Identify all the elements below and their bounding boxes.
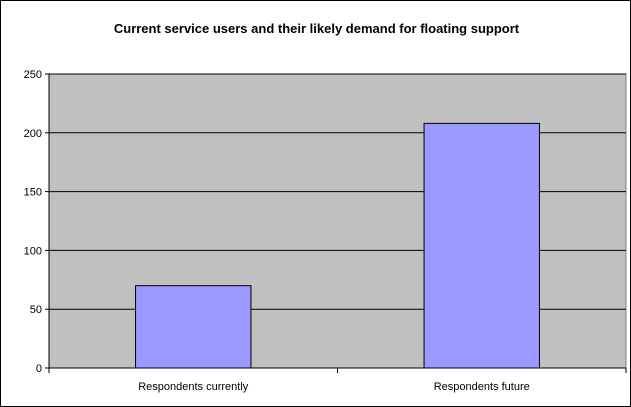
bar-1	[423, 122, 540, 369]
y-tick-label-0: 0	[36, 363, 42, 375]
y-tick-label-2: 100	[24, 245, 42, 257]
y-tick-label-3: 150	[24, 187, 42, 199]
y-tick-label-1: 50	[30, 304, 42, 316]
y-tick-label-4: 200	[24, 128, 42, 140]
chart-title: Current service users and their likely d…	[113, 21, 520, 36]
y-tick-label-5: 250	[24, 69, 42, 81]
x-category-label-0: Respondents currently	[138, 381, 249, 393]
bar-0	[135, 285, 252, 369]
x-category-label-1: Respondents future	[434, 381, 530, 393]
plot-area: 0 50 100 150 200 250 Respondents currently Resp…	[24, 69, 627, 393]
